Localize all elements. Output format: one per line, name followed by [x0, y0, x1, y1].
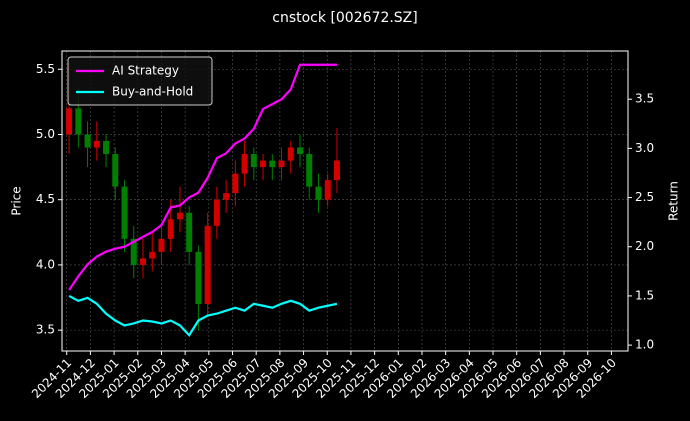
candle-body	[278, 160, 285, 168]
candle-body	[103, 141, 110, 155]
candle-body	[66, 108, 73, 135]
candle-body	[195, 251, 202, 305]
candle-body	[186, 212, 193, 252]
candle-body	[149, 251, 156, 259]
candle-body	[333, 160, 340, 181]
candle-body	[223, 193, 230, 200]
candle-body	[176, 212, 183, 220]
candle-body	[213, 199, 220, 226]
candle-body	[139, 258, 146, 265]
candle-body	[287, 147, 294, 161]
candle-body	[204, 225, 211, 305]
y2-axis-label: Return	[667, 181, 681, 221]
candle-body	[241, 154, 248, 174]
candle-body	[315, 186, 322, 200]
candle-body	[93, 141, 100, 148]
candle-body	[324, 180, 331, 200]
y-axis-label: Price	[10, 186, 24, 215]
candle-body	[121, 186, 128, 239]
y-tick-label: 5.0	[36, 127, 55, 141]
y-tick-label: 4.5	[36, 192, 55, 206]
candle-body	[84, 134, 91, 148]
candle-body	[167, 219, 174, 239]
candle-body	[232, 173, 239, 194]
y2-tick-label: 2.5	[635, 190, 654, 204]
y2-tick-label: 3.5	[635, 92, 654, 106]
legend-label: Buy-and-Hold	[112, 85, 193, 99]
candle-body	[130, 238, 137, 265]
candle-body	[75, 108, 82, 135]
candle-body	[306, 154, 313, 187]
chart-title: cnstock [002672.SZ]	[272, 10, 417, 26]
candle-body	[269, 160, 276, 168]
candle-body	[260, 160, 267, 168]
candle-body	[158, 238, 165, 252]
candle-body	[297, 147, 304, 155]
y2-tick-label: 1.0	[635, 338, 654, 352]
line-series	[68, 63, 337, 291]
candle-body	[250, 154, 257, 168]
y-tick-label: 4.0	[36, 257, 55, 271]
y-tick-label: 3.5	[36, 323, 55, 337]
y2-tick-label: 1.5	[635, 288, 654, 302]
y2-tick-label: 2.0	[635, 239, 654, 253]
plot-frame	[61, 50, 629, 352]
y2-tick-label: 3.0	[635, 141, 654, 155]
legend-label: AI Strategy	[112, 64, 179, 78]
line-series	[68, 294, 338, 338]
y-tick-label: 5.5	[36, 62, 55, 76]
candle-body	[112, 154, 119, 187]
